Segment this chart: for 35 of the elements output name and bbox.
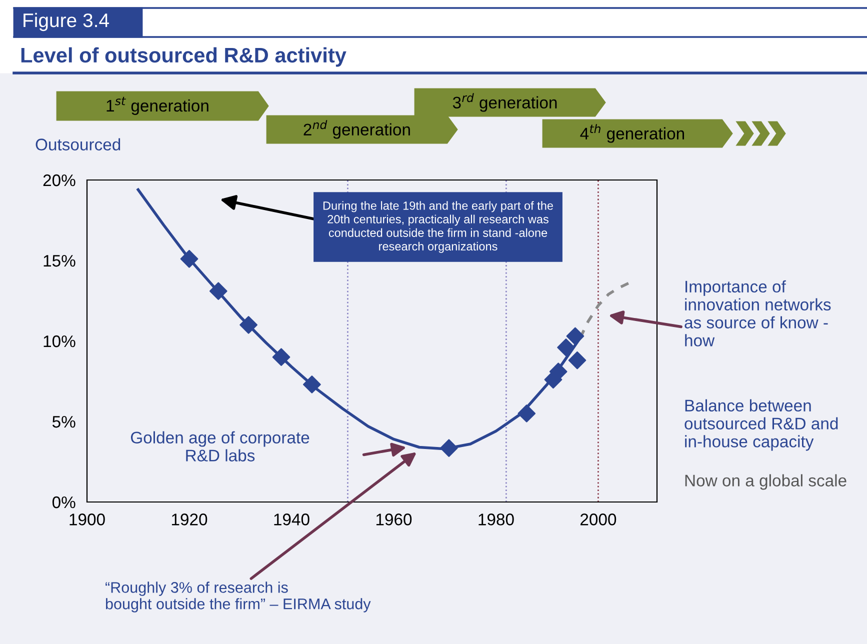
point xyxy=(566,327,584,346)
point xyxy=(209,282,228,300)
y-tick-label: 5% xyxy=(52,416,76,428)
annotation: During the late 19th and the early part of the 20th centuries, practically all research was conducted outside the firm in stand -alone research organizations xyxy=(323,201,553,253)
x-tick-label: 2000 xyxy=(580,514,616,526)
y-tick-label: 10% xyxy=(44,335,76,348)
x-tick-label: 1920 xyxy=(172,514,208,526)
point xyxy=(557,338,575,356)
point xyxy=(440,439,458,457)
caption: Figure 3.4 xyxy=(24,12,109,32)
point xyxy=(180,250,198,268)
text: Balance between outsourced R&D and in-house capacity xyxy=(684,399,838,451)
point xyxy=(272,348,290,366)
x-tick-label: 1960 xyxy=(376,514,412,526)
y-tick-label: 20% xyxy=(43,174,76,186)
point xyxy=(549,362,568,380)
point xyxy=(303,376,321,394)
x-tick-label: 1980 xyxy=(478,514,514,526)
text: 3$^{rd}$ generation xyxy=(452,93,557,112)
text: 4$^{th}$ generation xyxy=(580,124,684,143)
text: Importance of innovation networks as source of know - how xyxy=(684,280,831,346)
y-tick-label: 0% xyxy=(52,496,76,508)
annotation: Golden age of corporate R&D labs xyxy=(130,431,310,462)
text: 2$^{nd}$ generation xyxy=(304,120,410,139)
chart-title: Level of outsourced R&D activity xyxy=(21,47,346,67)
y-axis-title: Outsourced xyxy=(36,138,120,150)
y-tick-label: 15% xyxy=(44,254,76,267)
point xyxy=(240,316,258,334)
text: “Roughly 3% of research is bought outside the firm” – EIRMA study xyxy=(106,582,371,612)
x-tick-label: 1900 xyxy=(70,514,105,526)
text: 1$^{st}$ generation xyxy=(106,96,208,115)
text: Now on a global scale xyxy=(685,474,846,490)
point xyxy=(568,351,586,370)
x-tick-label: 1940 xyxy=(274,514,310,526)
point xyxy=(518,404,536,422)
